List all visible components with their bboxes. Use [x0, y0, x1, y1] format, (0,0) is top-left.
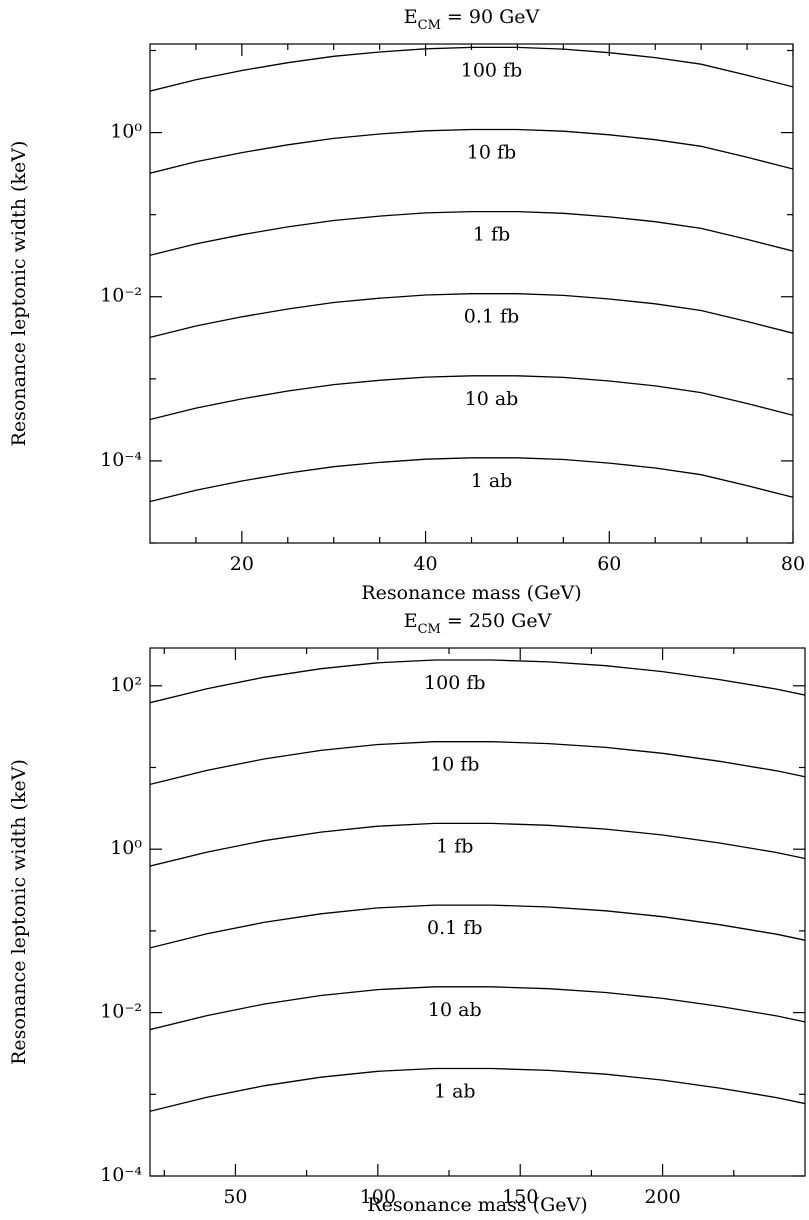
x-tick-label: 150	[502, 1186, 538, 1208]
curve-label: 1 fb	[436, 835, 473, 857]
y-tick-label: 10²	[110, 674, 142, 696]
chart-panel: ECM = 250 GeV Resonance mass (GeV) Resonan…	[8, 610, 806, 1216]
x-tick-label: 60	[597, 553, 621, 575]
curve	[150, 1067, 805, 1112]
y-axis-label: Resonance leptonic width (keV)	[8, 759, 30, 1065]
x-tick-label: 40	[413, 553, 437, 575]
y-tick-label: 10⁰	[110, 121, 142, 143]
title-part: = 250 GeV	[441, 610, 552, 632]
title-part: = 90 GeV	[441, 6, 540, 28]
curve	[150, 904, 805, 949]
curve-label: 1 fb	[473, 224, 510, 246]
curve	[150, 986, 805, 1031]
chart-title: ECM = 90 GeV	[404, 6, 540, 33]
curve-label: 1 ab	[471, 470, 513, 492]
chart-panel: ECM = 90 GeV Resonance mass (GeV) Resonanc…	[8, 6, 805, 604]
y-tick-label: 10⁻⁴	[100, 1164, 142, 1186]
curve	[150, 293, 793, 339]
curve	[150, 741, 805, 786]
curve	[150, 822, 805, 867]
curve-label: 10 ab	[428, 999, 482, 1021]
x-axis-label: Resonance mass (GeV)	[367, 1194, 587, 1216]
title-part: CM	[418, 18, 441, 33]
plot-frame	[149, 647, 806, 1177]
curve-label: 100 fb	[461, 59, 523, 81]
curve-label: 1 ab	[434, 1080, 476, 1102]
curve	[150, 457, 793, 503]
curve	[150, 375, 793, 421]
title-part: E	[404, 6, 418, 28]
y-tick-label: 10⁰	[110, 837, 142, 859]
x-tick-label: 100	[360, 1186, 396, 1208]
curve	[150, 210, 793, 256]
title-part: E	[404, 610, 418, 632]
curve	[150, 128, 793, 174]
curve	[150, 659, 805, 704]
curve	[150, 46, 793, 92]
title-part: CM	[418, 622, 441, 637]
y-tick-label: 10⁻⁴	[100, 449, 142, 471]
x-tick-label: 80	[781, 553, 805, 575]
curve-label: 10 ab	[465, 388, 519, 410]
y-axis-label: Resonance leptonic width (keV)	[8, 141, 30, 447]
x-axis-label: Resonance mass (GeV)	[361, 582, 581, 604]
curve-label: 100 fb	[424, 672, 486, 694]
x-tick-label: 50	[223, 1186, 247, 1208]
curve-label: 0.1 fb	[427, 917, 482, 939]
curve-label: 10 fb	[430, 754, 479, 776]
chart-title: ECM = 250 GeV	[404, 610, 552, 637]
x-tick-label: 200	[644, 1186, 680, 1208]
curve-label: 0.1 fb	[464, 306, 519, 328]
curve-label: 10 fb	[467, 142, 516, 164]
y-tick-label: 10⁻²	[100, 285, 142, 307]
y-tick-label: 10⁻²	[100, 1001, 142, 1023]
x-tick-label: 20	[230, 553, 254, 575]
